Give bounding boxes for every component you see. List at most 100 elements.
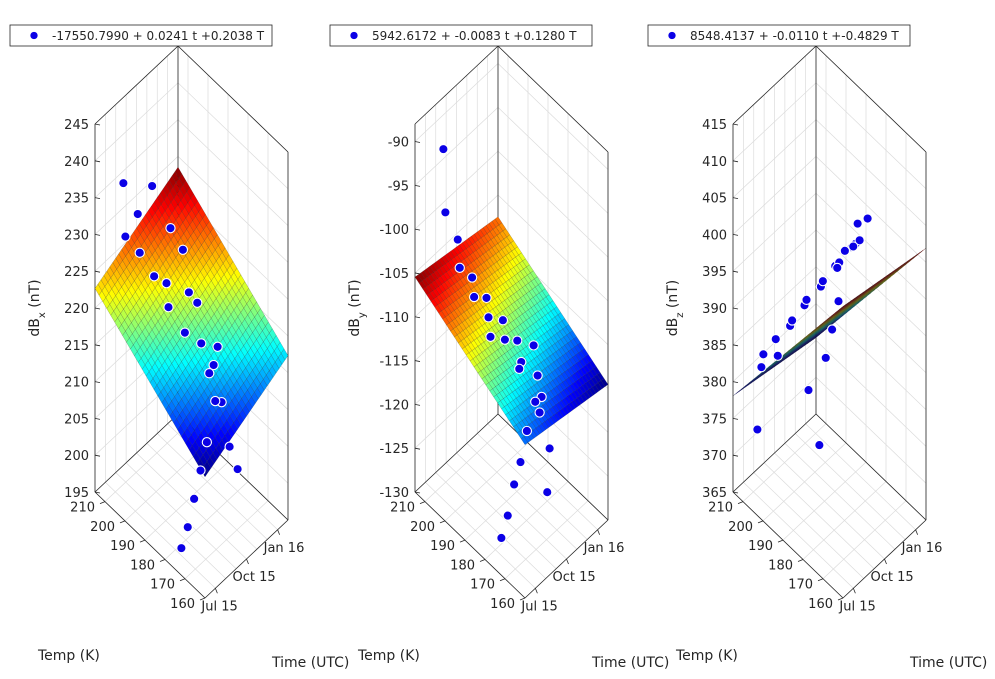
grid-line <box>732 45 927 153</box>
time-tick <box>884 558 887 565</box>
data-point <box>826 324 838 335</box>
temp-tick <box>737 501 744 505</box>
temp-axis-label: Temp (K) <box>675 648 738 664</box>
z-tick-label: 410 <box>702 155 727 170</box>
data-point <box>210 395 221 407</box>
data-points <box>118 177 243 554</box>
frame-edge <box>497 45 609 153</box>
data-points <box>752 213 873 451</box>
z-tick-label: -90 <box>388 136 409 151</box>
legend-box <box>9 24 273 47</box>
z-tick <box>94 270 101 273</box>
data-point <box>756 361 767 373</box>
z-tick <box>732 418 739 420</box>
z-tick <box>414 316 421 319</box>
temp-tick <box>119 520 126 524</box>
z-tick <box>732 307 739 310</box>
frame-edge <box>177 45 289 153</box>
data-point <box>770 333 781 345</box>
data-point <box>814 439 825 451</box>
z-tick-label: 365 <box>702 486 727 501</box>
fitted-plane <box>732 248 927 396</box>
z-tick <box>94 307 101 310</box>
z-tick <box>94 123 101 126</box>
grid-line <box>805 423 916 531</box>
data-point <box>134 247 145 258</box>
grid-line <box>94 45 289 153</box>
temp-tick <box>837 597 844 601</box>
legend-marker <box>29 30 39 41</box>
data-point <box>165 223 176 234</box>
fitted-plane <box>94 166 289 478</box>
grid-line <box>487 423 598 531</box>
time-tick <box>277 529 280 535</box>
z-tick-label: -105 <box>379 267 409 282</box>
data-point <box>820 352 831 364</box>
grid-line <box>732 155 927 263</box>
grid-line <box>425 481 536 589</box>
data-point <box>212 341 223 352</box>
temp-tick-label: 170 <box>150 578 175 593</box>
z-tick-label: 200 <box>64 449 89 464</box>
temp-tick <box>757 520 764 524</box>
axes-frame <box>732 45 927 599</box>
data-point <box>817 275 829 287</box>
data-point <box>852 218 863 229</box>
data-point <box>176 542 187 554</box>
time-tick <box>853 588 856 594</box>
temp-tick-label: 200 <box>410 520 435 535</box>
data-point <box>440 207 451 218</box>
data-point <box>196 338 207 349</box>
z-tick <box>732 234 739 236</box>
axes-frame <box>414 45 609 599</box>
time-tick <box>246 558 249 565</box>
z-tick-label: -120 <box>379 398 409 413</box>
z-tick-label: 225 <box>64 265 89 280</box>
legend-marker <box>667 30 677 41</box>
data-point <box>120 231 131 242</box>
data-point <box>508 479 520 490</box>
data-point <box>177 244 189 255</box>
frame-edge <box>414 491 526 599</box>
data-point <box>179 327 191 338</box>
plane-cell <box>812 334 821 340</box>
frame-edge <box>732 491 844 599</box>
panel-dby: -130 -125 -120 -115 -110 -105 -100 -95 -90 dBy (n… <box>329 24 669 671</box>
data-point <box>192 297 203 308</box>
temp-tick <box>817 578 824 582</box>
grid-line <box>456 452 567 560</box>
z-tick-label: -100 <box>379 223 409 238</box>
z-tick-label: 205 <box>64 412 89 427</box>
temp-tick-label: 210 <box>390 501 415 516</box>
data-point <box>833 296 844 307</box>
temp-tick-label: 160 <box>808 597 833 612</box>
data-point <box>195 465 206 476</box>
z-tick <box>732 160 739 163</box>
grid-line <box>157 433 268 540</box>
grid-line <box>743 481 854 589</box>
data-point <box>502 510 513 521</box>
temp-tick-label: 200 <box>728 520 753 535</box>
data-point <box>528 340 539 351</box>
data-point <box>542 487 553 498</box>
legend-marker <box>349 30 359 41</box>
grid-line <box>94 82 289 190</box>
time-axis-label: Time (UTC) <box>591 655 669 671</box>
temp-tick <box>797 559 804 562</box>
z-axis: -130 -125 -120 -115 -110 -105 -100 -95 -90 dBy (n… <box>347 136 421 501</box>
z-tick <box>94 234 101 236</box>
temp-tick <box>519 597 526 601</box>
time-tick <box>566 558 569 565</box>
data-point <box>514 363 525 374</box>
z-tick <box>732 381 739 383</box>
data-point <box>758 349 769 360</box>
z-tick-label: -130 <box>379 486 409 501</box>
grid-line <box>146 442 258 550</box>
time-tick <box>597 529 600 535</box>
temp-tick <box>419 501 426 505</box>
legend-label: 5942.6172 + -0.0083 t +0.1280 T <box>372 29 577 43</box>
z-tick <box>94 454 101 457</box>
temp-tick <box>479 559 486 562</box>
z-tick <box>414 491 421 494</box>
data-point <box>201 437 213 448</box>
